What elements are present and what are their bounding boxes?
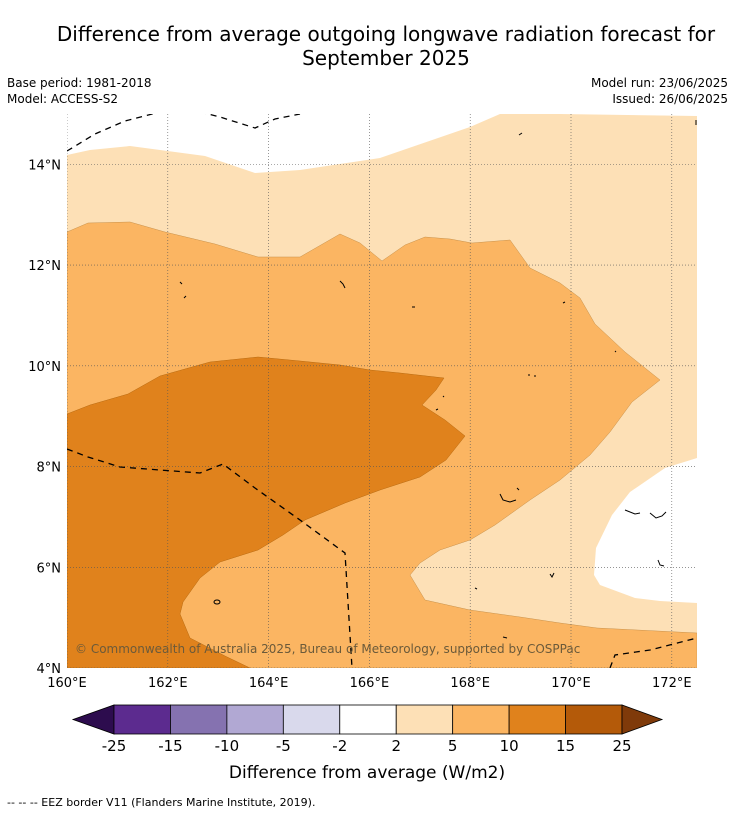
issued-date: Issued: 26/06/2025 bbox=[612, 92, 728, 106]
eez-footnote: -- -- -- EEZ border V11 (Flanders Marine… bbox=[7, 796, 316, 809]
zone-white-top bbox=[67, 114, 697, 173]
colorbar-swatch bbox=[395, 704, 454, 735]
colorbar-tick-label: -10 bbox=[215, 737, 240, 755]
island bbox=[549, 572, 555, 578]
island bbox=[499, 487, 520, 503]
island bbox=[339, 280, 346, 289]
eez-border-north-2 bbox=[205, 114, 301, 129]
longitude-label: 164°E bbox=[249, 676, 289, 691]
eez-borders bbox=[67, 114, 697, 668]
meta-left: Base period: 1981-2018 Model: ACCESS-S2 bbox=[7, 75, 152, 107]
island bbox=[657, 559, 665, 567]
island bbox=[179, 281, 187, 299]
zone-white-right bbox=[594, 458, 697, 603]
island bbox=[562, 301, 566, 304]
island bbox=[528, 374, 536, 377]
latitude-labels: 14°N 12°N 10°N 8°N 6°N 4°N bbox=[28, 158, 61, 677]
island bbox=[518, 132, 523, 136]
island bbox=[502, 636, 508, 639]
colorbar-swatch bbox=[113, 704, 171, 735]
latitude-label: 12°N bbox=[28, 259, 61, 274]
colorbar-tick-label: 2 bbox=[391, 737, 401, 755]
model-run: Model run: 23/06/2025 bbox=[590, 76, 728, 90]
longitude-label: 162°E bbox=[148, 676, 188, 691]
colorbar-title: Difference from average (W/m2) bbox=[229, 763, 505, 783]
eez-border-north bbox=[67, 114, 155, 152]
map-area bbox=[67, 114, 697, 668]
colorbar-tick-label: -5 bbox=[276, 737, 291, 755]
island bbox=[435, 395, 445, 411]
colorbar-extend-low bbox=[71, 704, 115, 735]
colorbar-swatch bbox=[508, 704, 566, 735]
colorbar-tick-label: -2 bbox=[332, 737, 347, 755]
longitude-label: 168°E bbox=[450, 676, 490, 691]
island bbox=[614, 350, 617, 353]
longitude-label: 166°E bbox=[350, 676, 390, 691]
colorbar-swatch bbox=[282, 704, 341, 735]
colorbar-swatch bbox=[170, 704, 228, 735]
colorbar: -25 -15 -10 -5 -2 2 5 10 15 25 bbox=[71, 704, 664, 755]
meta-right: Model run: 23/06/2025 Issued: 26/06/2025 bbox=[591, 75, 728, 107]
title-line-1: Difference from average outgoing longwav… bbox=[56, 22, 716, 46]
colorbar-tick-label: 5 bbox=[448, 737, 458, 755]
latitude-label: 4°N bbox=[37, 662, 62, 677]
colorbar-tick-label: 25 bbox=[612, 737, 631, 755]
colorbar-swatch bbox=[565, 704, 623, 735]
eez-border-west bbox=[67, 448, 353, 668]
colorbar-tick-label: -15 bbox=[158, 737, 183, 755]
latitude-label: 10°N bbox=[28, 360, 61, 375]
longitude-labels: 160°E 162°E 164°E 166°E 168°E 170°E 172°E bbox=[47, 676, 691, 691]
island bbox=[213, 599, 221, 605]
colorbar-tick-label: -25 bbox=[102, 737, 127, 755]
islands bbox=[179, 120, 697, 639]
latitude-label: 8°N bbox=[37, 461, 62, 476]
model-name: Model: ACCESS-S2 bbox=[7, 92, 119, 106]
longitude-label: 172°E bbox=[652, 676, 692, 691]
longitude-label: 160°E bbox=[47, 676, 87, 691]
title-line-2: September 2025 bbox=[302, 46, 470, 70]
base-period: Base period: 1981-2018 bbox=[7, 76, 152, 90]
colorbar-tick-label: 15 bbox=[556, 737, 575, 755]
zone-dark-orange bbox=[67, 356, 466, 668]
copyright-notice: © Commonwealth of Australia 2025, Bureau… bbox=[75, 642, 580, 656]
longitude-label: 170°E bbox=[551, 676, 591, 691]
island bbox=[624, 509, 667, 519]
colorbar-swatch bbox=[226, 704, 284, 735]
graticule bbox=[67, 114, 697, 668]
colorbar-swatch bbox=[452, 704, 510, 735]
colorbar-tick-label: 10 bbox=[500, 737, 519, 755]
latitude-label: 14°N bbox=[28, 158, 61, 173]
latitude-label: 6°N bbox=[37, 561, 62, 576]
colorbar-swatch bbox=[339, 704, 397, 735]
island bbox=[474, 587, 478, 590]
colorbar-extend-high bbox=[621, 704, 664, 735]
chart-title: Difference from average outgoing longwav… bbox=[0, 22, 736, 70]
